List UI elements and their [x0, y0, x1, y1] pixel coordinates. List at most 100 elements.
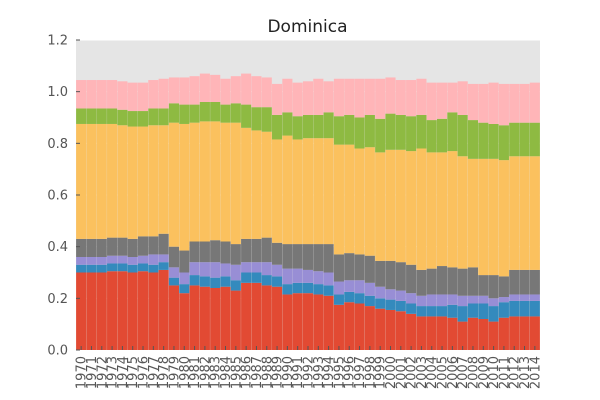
bar-segment — [344, 78, 355, 115]
bar-segment — [519, 83, 530, 123]
bar-segment — [436, 294, 448, 307]
bar-segment — [241, 272, 252, 283]
bar-segment — [127, 264, 138, 273]
y-tick-label: 1.0 — [47, 85, 68, 100]
bar-segment — [127, 238, 138, 257]
bar-segment — [96, 80, 107, 109]
x-tick-label: 1984 — [219, 356, 234, 389]
x-tick-label: 1974 — [116, 356, 131, 389]
bar-segment — [107, 80, 118, 109]
bar-segment — [509, 316, 520, 350]
bar-segment — [107, 271, 118, 350]
bar-segment — [395, 114, 406, 150]
bar-segment — [230, 280, 241, 291]
bar-segment — [127, 257, 138, 265]
bar-segment — [364, 295, 375, 307]
bar-segment — [375, 308, 386, 350]
bar-segment — [251, 238, 262, 263]
x-tick-label: 1982 — [198, 356, 213, 389]
bar-segment — [302, 293, 314, 350]
bar-segment — [127, 111, 138, 127]
x-tick-label: 1991 — [291, 356, 306, 389]
bar-segment — [199, 121, 210, 242]
bar-segment — [230, 244, 241, 265]
x-tick-label: 1983 — [209, 356, 224, 389]
bar-segment — [199, 286, 210, 350]
bar-segment — [344, 280, 355, 292]
x-tick-label: 1987 — [250, 356, 265, 389]
bar-segment — [457, 295, 468, 307]
bar-segment — [395, 300, 406, 312]
bar-segment — [436, 152, 448, 267]
bar-segment — [199, 102, 210, 122]
bar-segment — [302, 114, 314, 139]
bar-segment — [168, 77, 180, 104]
bar-segment — [436, 118, 448, 153]
bar-segment — [344, 144, 355, 254]
bar-segment — [395, 149, 406, 263]
bar-segment — [447, 267, 458, 295]
bar-segment — [333, 144, 344, 255]
bar-segment — [344, 291, 355, 303]
bar-segment — [137, 111, 149, 127]
x-tick-label: 2003 — [415, 356, 430, 389]
bar-segment — [272, 114, 283, 140]
bar-segment — [375, 78, 386, 119]
bar-segment — [220, 104, 231, 123]
bar-segment — [137, 271, 149, 350]
bar-segment — [210, 262, 221, 278]
bar-segment — [519, 294, 530, 301]
bar-segment — [457, 156, 468, 269]
bar-segment — [498, 302, 509, 318]
bar-segment — [241, 73, 252, 105]
bar-segment — [220, 286, 231, 350]
x-tick-label: 2008 — [466, 356, 481, 389]
bar-segment — [467, 83, 479, 121]
bar-segment — [416, 78, 427, 115]
bar-segment — [158, 262, 169, 270]
bar-segment — [354, 280, 365, 294]
bar-segment — [529, 156, 540, 270]
x-tick-label: 1977 — [147, 356, 162, 389]
bar-segment — [354, 254, 365, 281]
bar-segment — [302, 138, 314, 245]
bar-segment — [76, 257, 87, 265]
bar-segment — [467, 317, 479, 350]
bar-segment — [261, 131, 272, 238]
bar-segment — [364, 306, 375, 350]
bar-segment — [457, 114, 468, 157]
bar-segment — [241, 104, 252, 128]
y-tick-label: 0.8 — [47, 137, 68, 152]
bar-segment — [282, 135, 293, 245]
bar-segment — [168, 246, 180, 268]
bar-segment — [107, 237, 118, 256]
bar-segment — [158, 269, 169, 350]
bar-segment — [436, 316, 448, 350]
bar-segment — [478, 319, 489, 350]
bar-segment — [282, 284, 293, 295]
x-tick-label: 1997 — [353, 356, 368, 389]
bar-segment — [86, 80, 97, 109]
bar-segment — [395, 311, 406, 350]
bar-segment — [220, 241, 231, 264]
bar-segment — [457, 321, 468, 350]
y-tick-label: 0.4 — [47, 240, 68, 255]
x-tick-label: 2006 — [446, 356, 461, 389]
x-tick-label: 1999 — [374, 356, 389, 389]
bar-segment — [241, 127, 252, 239]
bar-segment — [333, 294, 344, 305]
x-tick-label: 1985 — [229, 356, 244, 389]
bar-segment — [364, 78, 375, 115]
x-tick-label: 1993 — [312, 356, 327, 389]
bar-segment — [158, 254, 169, 263]
bar-segment — [447, 304, 458, 318]
bar-segment — [158, 125, 169, 234]
x-tick-label: 1975 — [126, 356, 141, 389]
bar-segment — [478, 275, 489, 296]
bar-segment — [498, 297, 509, 303]
bar-segment — [292, 139, 303, 245]
x-tick-label: 1980 — [178, 356, 193, 389]
y-tick-label: 0.6 — [47, 189, 68, 204]
bar-segment — [117, 263, 128, 272]
bar-segment — [230, 76, 241, 104]
